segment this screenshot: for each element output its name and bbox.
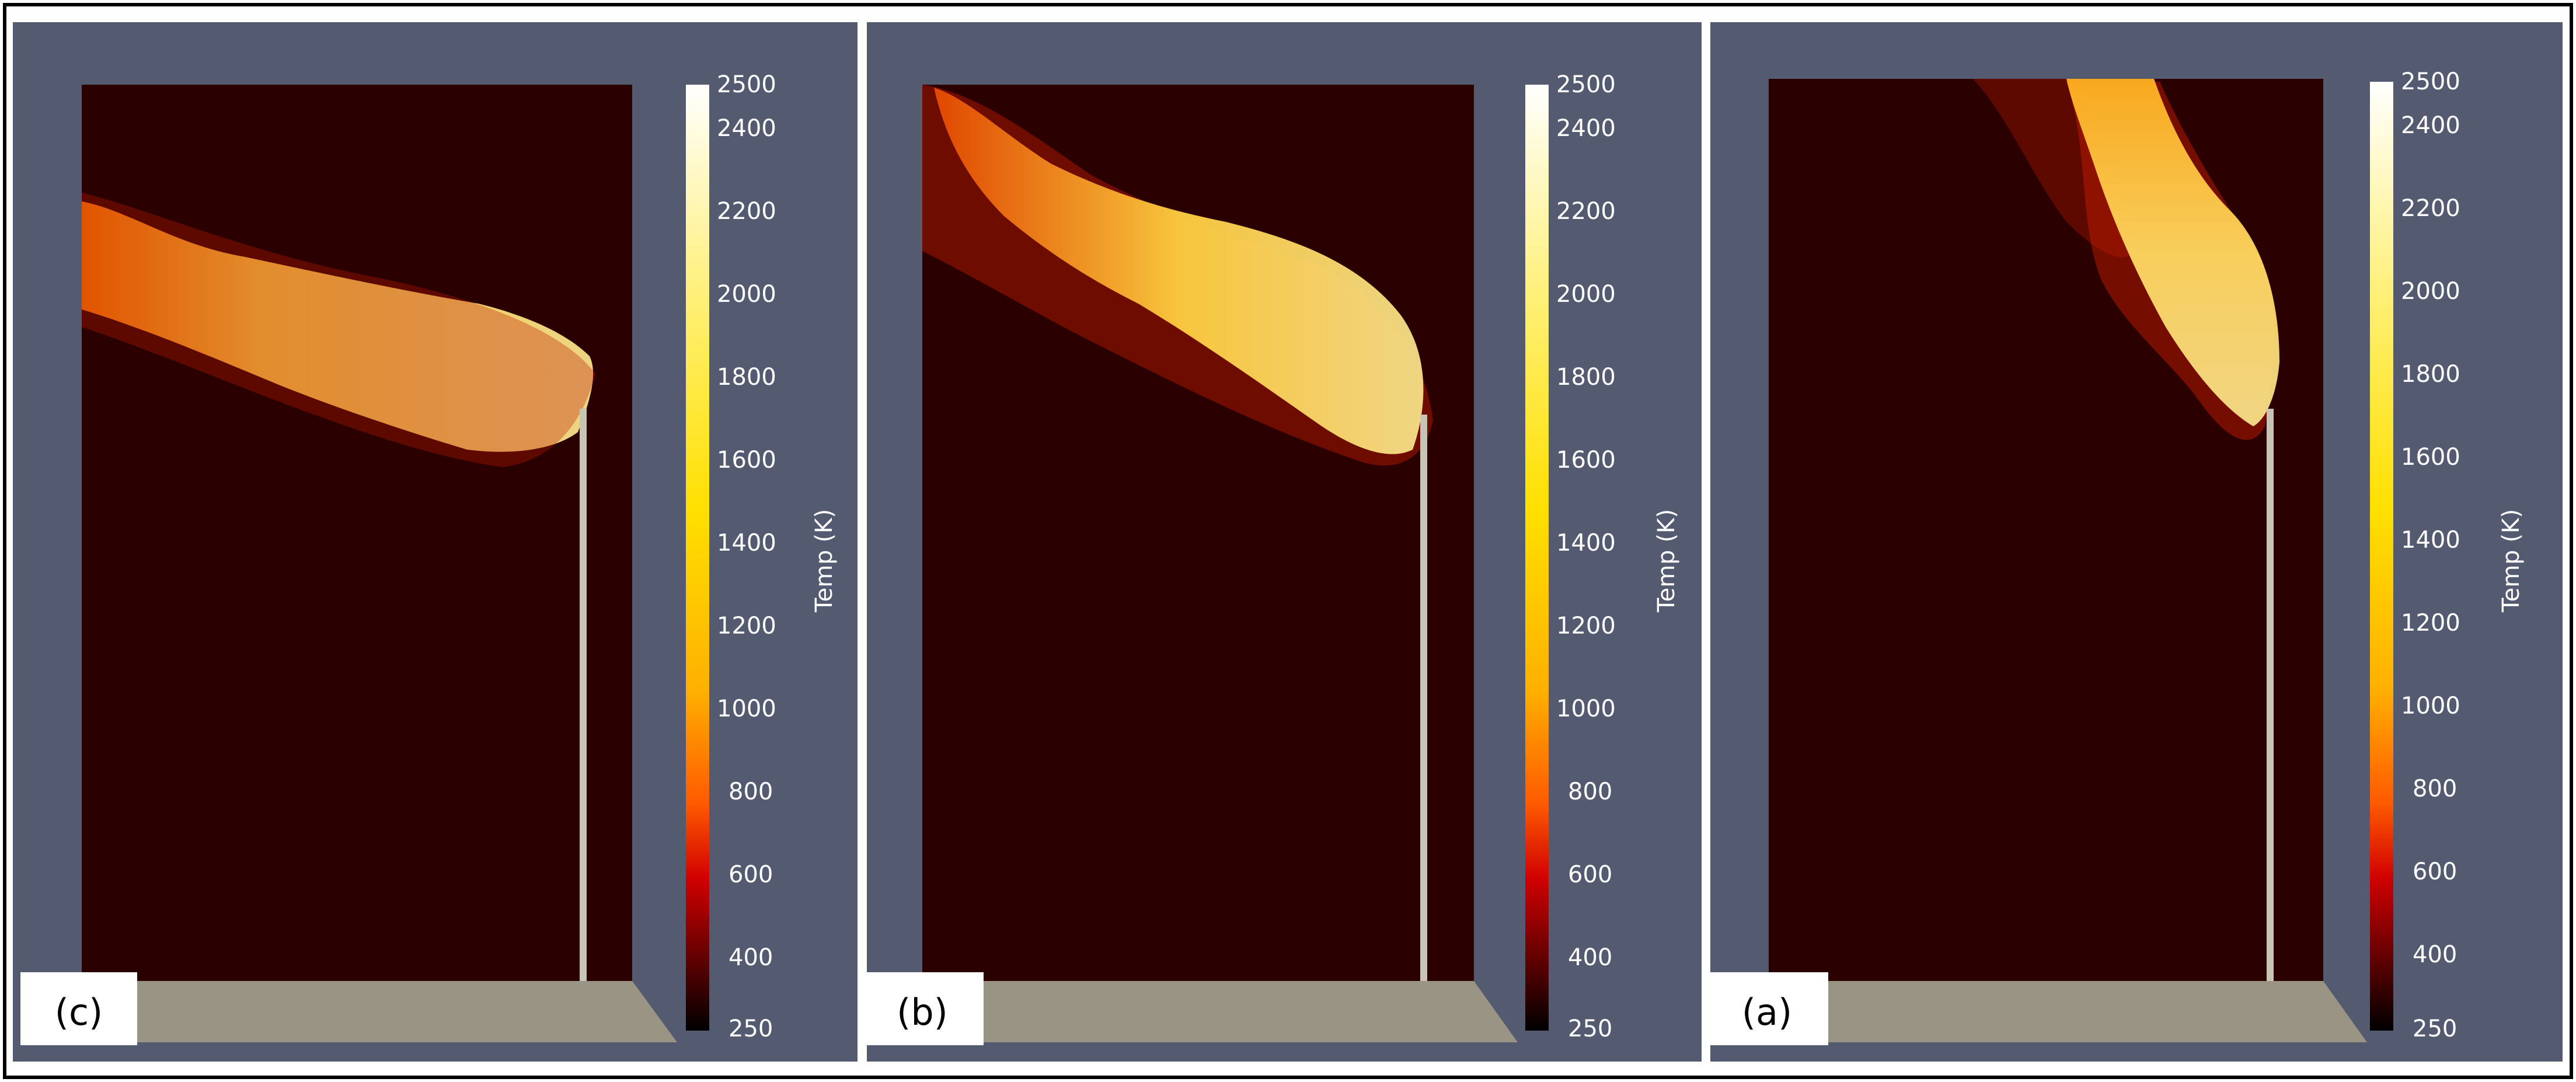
tick: 600 bbox=[728, 861, 773, 888]
tick: 800 bbox=[1568, 778, 1612, 805]
colorbar-a bbox=[2370, 82, 2393, 1031]
tick: 1000 bbox=[717, 695, 776, 722]
tick: 1600 bbox=[1556, 447, 1616, 474]
tick: 1000 bbox=[1556, 695, 1616, 722]
ground-plane-c bbox=[82, 981, 677, 1042]
colorbar-title-a: Temp (K) bbox=[2498, 509, 2525, 613]
panel-label-box-b bbox=[861, 972, 984, 1045]
panel-a: 2500 2400 2200 2000 1800 1600 1400 1200 … bbox=[1706, 22, 2563, 1062]
panel-label-box-a bbox=[1706, 972, 1828, 1045]
tick: 1400 bbox=[1556, 530, 1616, 556]
panel-label-box-c bbox=[20, 972, 137, 1045]
flame-plume-a bbox=[2066, 79, 2279, 426]
domain-a bbox=[1769, 79, 2323, 981]
tick: 1600 bbox=[717, 447, 776, 474]
stack-b bbox=[1420, 415, 1427, 981]
tick: 1200 bbox=[1556, 613, 1616, 639]
flame-plume-b bbox=[934, 88, 1424, 454]
tick: 600 bbox=[1568, 861, 1612, 888]
tick: 2000 bbox=[1556, 281, 1616, 308]
tick: 2400 bbox=[717, 115, 776, 142]
tick: 2000 bbox=[2401, 278, 2460, 305]
colorbar-title-c: Temp (K) bbox=[811, 509, 838, 613]
tick: 2400 bbox=[2401, 112, 2460, 139]
tick: 1000 bbox=[2401, 693, 2460, 719]
panel-c: 2500 2400 2200 2000 1800 1600 1400 1200 … bbox=[13, 22, 857, 1062]
tick: 1400 bbox=[717, 530, 776, 556]
tick: 400 bbox=[2413, 941, 2457, 968]
colorbar-title-b: Temp (K) bbox=[1653, 509, 1680, 613]
tick: 1800 bbox=[717, 364, 776, 391]
panel-label-c: (c) bbox=[55, 991, 103, 1034]
tick: 250 bbox=[1568, 1015, 1612, 1042]
tick: 800 bbox=[2413, 775, 2457, 802]
colorbar-c bbox=[686, 85, 709, 1031]
stack-a bbox=[2267, 409, 2274, 981]
tick: 400 bbox=[1568, 944, 1612, 971]
colorbar-ticks-a: 2500 2400 2200 2000 1800 1600 1400 1200 … bbox=[2401, 68, 2460, 1042]
tick: 2500 bbox=[1556, 71, 1616, 98]
ground-plane-b bbox=[922, 981, 1518, 1042]
stack-c bbox=[580, 409, 587, 981]
tick: 600 bbox=[2413, 858, 2457, 885]
tick: 2200 bbox=[717, 198, 776, 225]
domain-c bbox=[82, 85, 632, 981]
colorbar-b bbox=[1525, 85, 1549, 1031]
tick: 1200 bbox=[2401, 610, 2460, 636]
tick: 1200 bbox=[717, 613, 776, 639]
tick: 1800 bbox=[1556, 364, 1616, 391]
tick: 250 bbox=[728, 1015, 773, 1042]
tick: 1800 bbox=[2401, 361, 2460, 388]
tick: 400 bbox=[728, 944, 773, 971]
tick: 2200 bbox=[1556, 198, 1616, 225]
tick: 250 bbox=[2413, 1015, 2457, 1042]
panel-label-a: (a) bbox=[1742, 991, 1792, 1034]
tick: 2500 bbox=[2401, 68, 2460, 95]
flame-halo-c bbox=[82, 193, 595, 467]
tick: 1400 bbox=[2401, 527, 2460, 554]
panel-label-b: (b) bbox=[897, 991, 948, 1034]
tick: 2200 bbox=[2401, 195, 2460, 222]
tick: 2400 bbox=[1556, 115, 1616, 142]
ground-plane-a bbox=[1769, 981, 2367, 1042]
colorbar-ticks-c: 2500 2400 2200 2000 1800 1600 1400 1200 … bbox=[717, 71, 776, 1042]
flame-plume-c bbox=[82, 201, 594, 452]
tick: 2000 bbox=[717, 281, 776, 308]
tick: 2500 bbox=[717, 71, 776, 98]
tick: 800 bbox=[728, 778, 773, 805]
panel-b: 2500 2400 2200 2000 1800 1600 1400 1200 … bbox=[861, 22, 1702, 1062]
colorbar-ticks-b: 2500 2400 2200 2000 1800 1600 1400 1200 … bbox=[1556, 71, 1616, 1042]
tick: 1600 bbox=[2401, 444, 2460, 471]
